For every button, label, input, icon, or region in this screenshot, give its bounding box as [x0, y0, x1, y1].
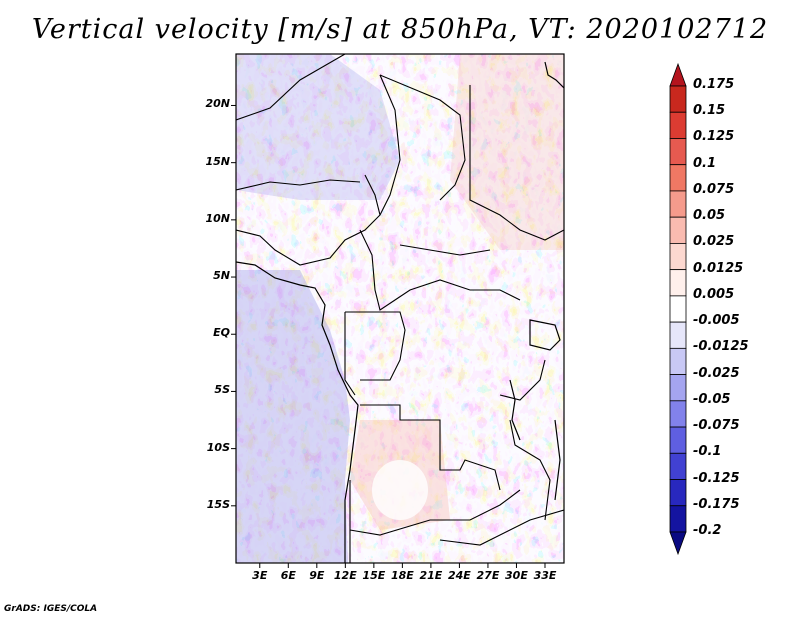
coastline — [236, 61, 564, 563]
lon-label: 3E — [252, 569, 268, 582]
colorbar-top-arrow — [669, 62, 687, 87]
colorbar-label: 0.0125 — [693, 260, 744, 276]
lon-label: 6E — [280, 569, 296, 582]
lon-label: 15E — [362, 569, 386, 582]
colorbar-swatch — [669, 243, 687, 271]
chart-title: Vertical velocity [m/s] at 850hPa, VT: 2… — [31, 14, 769, 45]
colorbar-label: -0.05 — [693, 391, 731, 407]
colorbar-swatch — [669, 111, 687, 139]
colorbar-swatch — [669, 479, 687, 507]
colorbar-swatch — [669, 347, 687, 375]
axis-ticks — [231, 104, 546, 568]
colorbar-swatch — [669, 400, 687, 428]
colorbar-label: -0.1 — [693, 444, 722, 460]
lon-label: 9E — [309, 569, 325, 582]
lon-label: 12E — [333, 569, 357, 582]
colorbar-swatch — [669, 295, 687, 323]
colorbar — [669, 62, 687, 556]
colorbar-swatch — [669, 374, 687, 402]
lat-label: 15S — [206, 497, 230, 511]
country-borders — [236, 54, 564, 563]
lat-label: EQ — [213, 326, 230, 340]
lat-label: 10N — [205, 211, 230, 225]
colorbar-label: 0.05 — [693, 208, 726, 224]
map-frame — [235, 53, 565, 564]
colorbar-label: 0.1 — [693, 155, 717, 171]
lon-label: 33E — [533, 569, 557, 582]
lon-label: 27E — [476, 569, 500, 582]
colorbar-swatch — [669, 190, 687, 218]
colorbar-swatch — [669, 426, 687, 454]
lat-label: 5S — [214, 383, 230, 397]
colorbar-label: -0.075 — [693, 418, 740, 434]
colorbar-bottom-arrow — [669, 531, 687, 556]
colorbar-label: 0.075 — [693, 181, 735, 197]
lon-label: 18E — [390, 569, 414, 582]
colorbar-label: -0.0125 — [693, 339, 749, 355]
velocity-field — [236, 54, 564, 563]
colorbar-label: -0.175 — [693, 496, 740, 512]
colorbar-label: 0.125 — [693, 129, 735, 145]
colorbar-swatch — [669, 505, 687, 533]
colorbar-label: -0.025 — [693, 365, 740, 381]
colorbar-label: 0.005 — [693, 286, 735, 302]
lat-label: 5N — [213, 269, 230, 283]
colorbar-label: -0.125 — [693, 470, 740, 486]
lon-label: 24E — [447, 569, 471, 582]
colorbar-swatch — [669, 164, 687, 192]
colorbar-swatch — [669, 269, 687, 297]
colorbar-label: -0.005 — [693, 313, 740, 329]
colorbar-label: -0.2 — [693, 523, 722, 538]
lat-label: 15N — [205, 154, 230, 168]
footer-credit: GrADS: IGES/COLA — [4, 604, 98, 614]
lon-label: 21E — [419, 569, 443, 582]
colorbar-label: 0.15 — [693, 103, 726, 119]
lat-label: 10S — [206, 440, 230, 454]
colorbar-swatch — [669, 216, 687, 244]
lon-label: 30E — [505, 569, 528, 582]
colorbar-label: 0.175 — [693, 77, 735, 92]
colorbar-swatch — [669, 138, 687, 166]
colorbar-swatch — [669, 85, 687, 113]
colorbar-swatch — [669, 321, 687, 349]
colorbar-swatch — [669, 452, 687, 480]
lat-label: 20N — [205, 97, 230, 111]
colorbar-label: 0.025 — [693, 234, 735, 250]
